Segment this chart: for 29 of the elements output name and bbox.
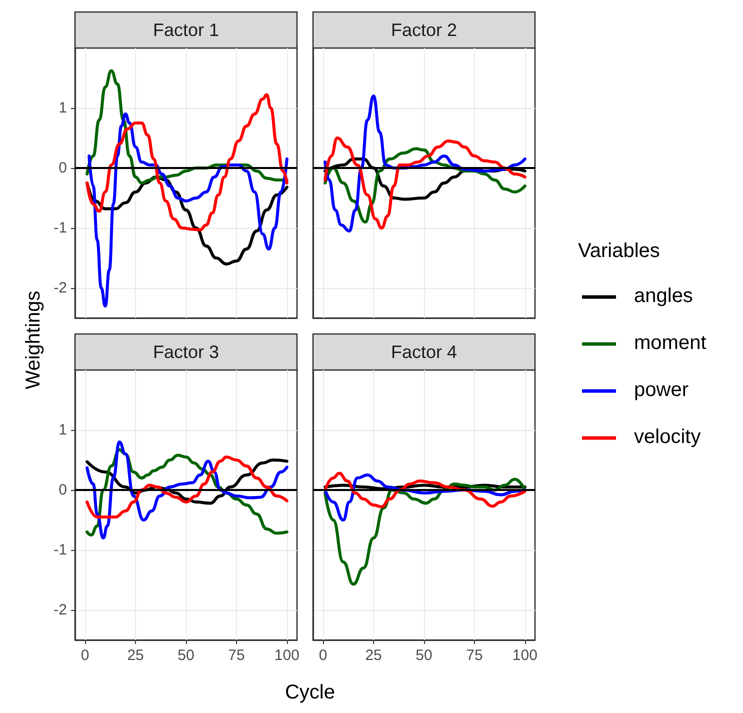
y-tick-label: -2 bbox=[54, 280, 67, 296]
y-tick-label: -1 bbox=[54, 542, 67, 558]
x-tick-label: 25 bbox=[127, 647, 144, 664]
x-tick-label: 100 bbox=[274, 647, 300, 664]
x-tick-label: 0 bbox=[80, 647, 90, 664]
y-tick-label: 0 bbox=[58, 160, 67, 176]
x-tick-label: 50 bbox=[178, 647, 194, 664]
x-axis-title: Cycle bbox=[284, 682, 336, 704]
legend-label: power bbox=[634, 379, 688, 402]
x-tick-label: 50 bbox=[416, 647, 432, 664]
chart-title: Factor 4 bbox=[390, 342, 458, 362]
x-tick-label: 75 bbox=[228, 647, 245, 664]
legend-label: moment bbox=[634, 332, 706, 355]
legend-label: angles bbox=[634, 285, 693, 308]
chart-title: Factor 1 bbox=[152, 20, 220, 40]
y-axis-title: Weightings bbox=[22, 290, 46, 390]
y-tick-label: 0 bbox=[58, 482, 67, 498]
y-tick-label: -1 bbox=[54, 220, 67, 236]
legend-label: velocity bbox=[634, 426, 701, 449]
chart-title: Factor 3 bbox=[152, 342, 220, 362]
y-tick-label: 1 bbox=[58, 100, 67, 116]
chart-title: Factor 2 bbox=[390, 20, 458, 40]
x-tick-label: 75 bbox=[466, 647, 483, 664]
x-tick-label: 25 bbox=[365, 647, 382, 664]
x-tick-label: 100 bbox=[512, 647, 538, 664]
y-tick-label: -2 bbox=[54, 602, 67, 618]
legend-title: Variables bbox=[578, 240, 661, 263]
x-tick-label: 0 bbox=[318, 647, 328, 664]
y-tick-label: 1 bbox=[58, 422, 67, 438]
